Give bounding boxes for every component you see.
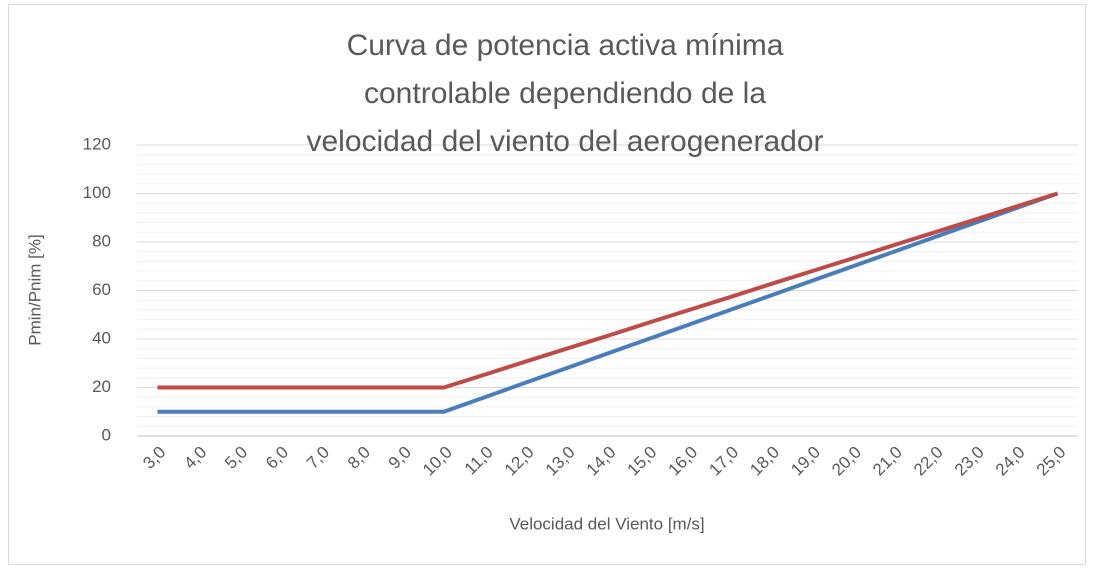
x-tick-label: 14,0 — [583, 443, 620, 480]
series-line — [157, 191, 1059, 390]
x-tick-label: 8,0 — [344, 443, 374, 473]
y-tick-label: 80 — [92, 231, 111, 250]
x-tick-label: 23,0 — [951, 443, 988, 480]
x-tick-label: 17,0 — [705, 443, 742, 480]
x-axis-label: Velocidad del Viento [m/s] — [509, 514, 704, 533]
y-tick-label: 120 — [83, 134, 111, 153]
x-tick-label: 10,0 — [419, 443, 456, 480]
x-tick-label: 25,0 — [1033, 443, 1070, 480]
y-tick-label: 20 — [92, 377, 111, 396]
x-tick-label: 16,0 — [664, 443, 701, 480]
x-tick-label: 12,0 — [501, 443, 538, 480]
y-tick-label: 100 — [83, 183, 111, 202]
x-tick-label: 7,0 — [303, 443, 333, 473]
y-tick-label: 0 — [102, 425, 111, 444]
chart-border — [8, 4, 1086, 565]
x-tick-label: 22,0 — [910, 443, 947, 480]
x-tick-label: 3,0 — [139, 443, 169, 473]
y-axis-label: Pmin/Pnim [%] — [25, 234, 44, 345]
x-tick-label: 21,0 — [869, 443, 906, 480]
x-tick-label: 6,0 — [262, 443, 292, 473]
y-tick-label: 60 — [92, 280, 111, 299]
x-tick-label: 5,0 — [221, 443, 251, 473]
x-tick-label: 24,0 — [992, 443, 1029, 480]
x-tick-label: 13,0 — [542, 443, 579, 480]
chart-title: Curva de potencia activa mínima controla… — [306, 29, 824, 158]
series-line — [157, 191, 1059, 414]
x-tick-label: 19,0 — [787, 443, 824, 480]
x-tick-label: 4,0 — [180, 443, 210, 473]
x-tick-label: 9,0 — [385, 443, 415, 473]
x-tick-label: 18,0 — [746, 443, 783, 480]
y-tick-label: 40 — [92, 328, 111, 347]
x-tick-label: 15,0 — [624, 443, 661, 480]
x-tick-label: 20,0 — [828, 443, 865, 480]
x-tick-label: 11,0 — [461, 443, 497, 479]
